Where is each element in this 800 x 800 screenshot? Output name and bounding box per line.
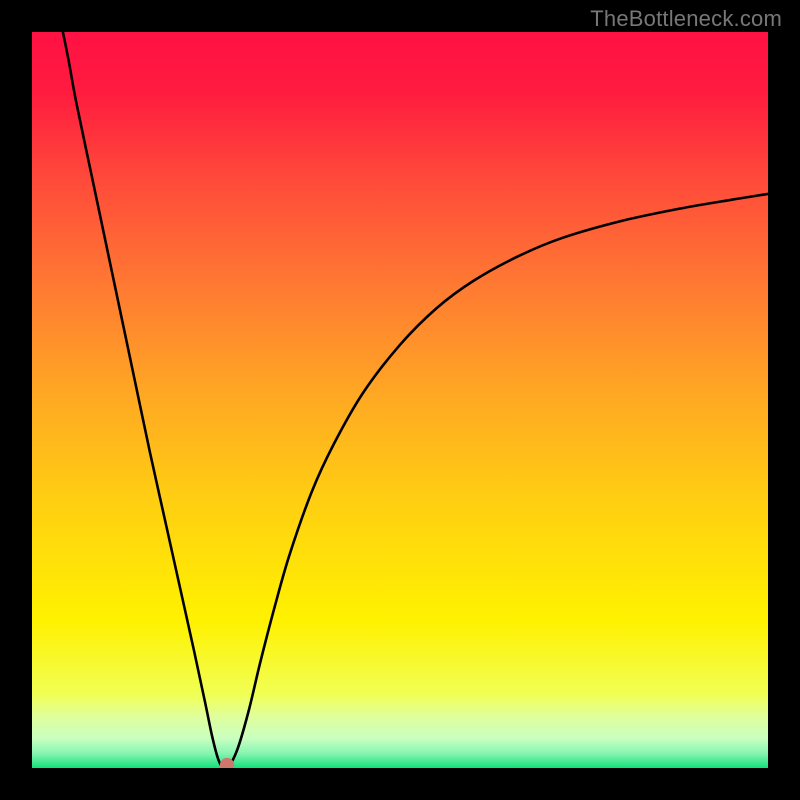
chart-background-gradient (32, 32, 768, 768)
chart-container: TheBottleneck.com (0, 0, 800, 800)
bottleneck-chart (0, 0, 800, 800)
watermark-text: TheBottleneck.com (590, 6, 782, 32)
